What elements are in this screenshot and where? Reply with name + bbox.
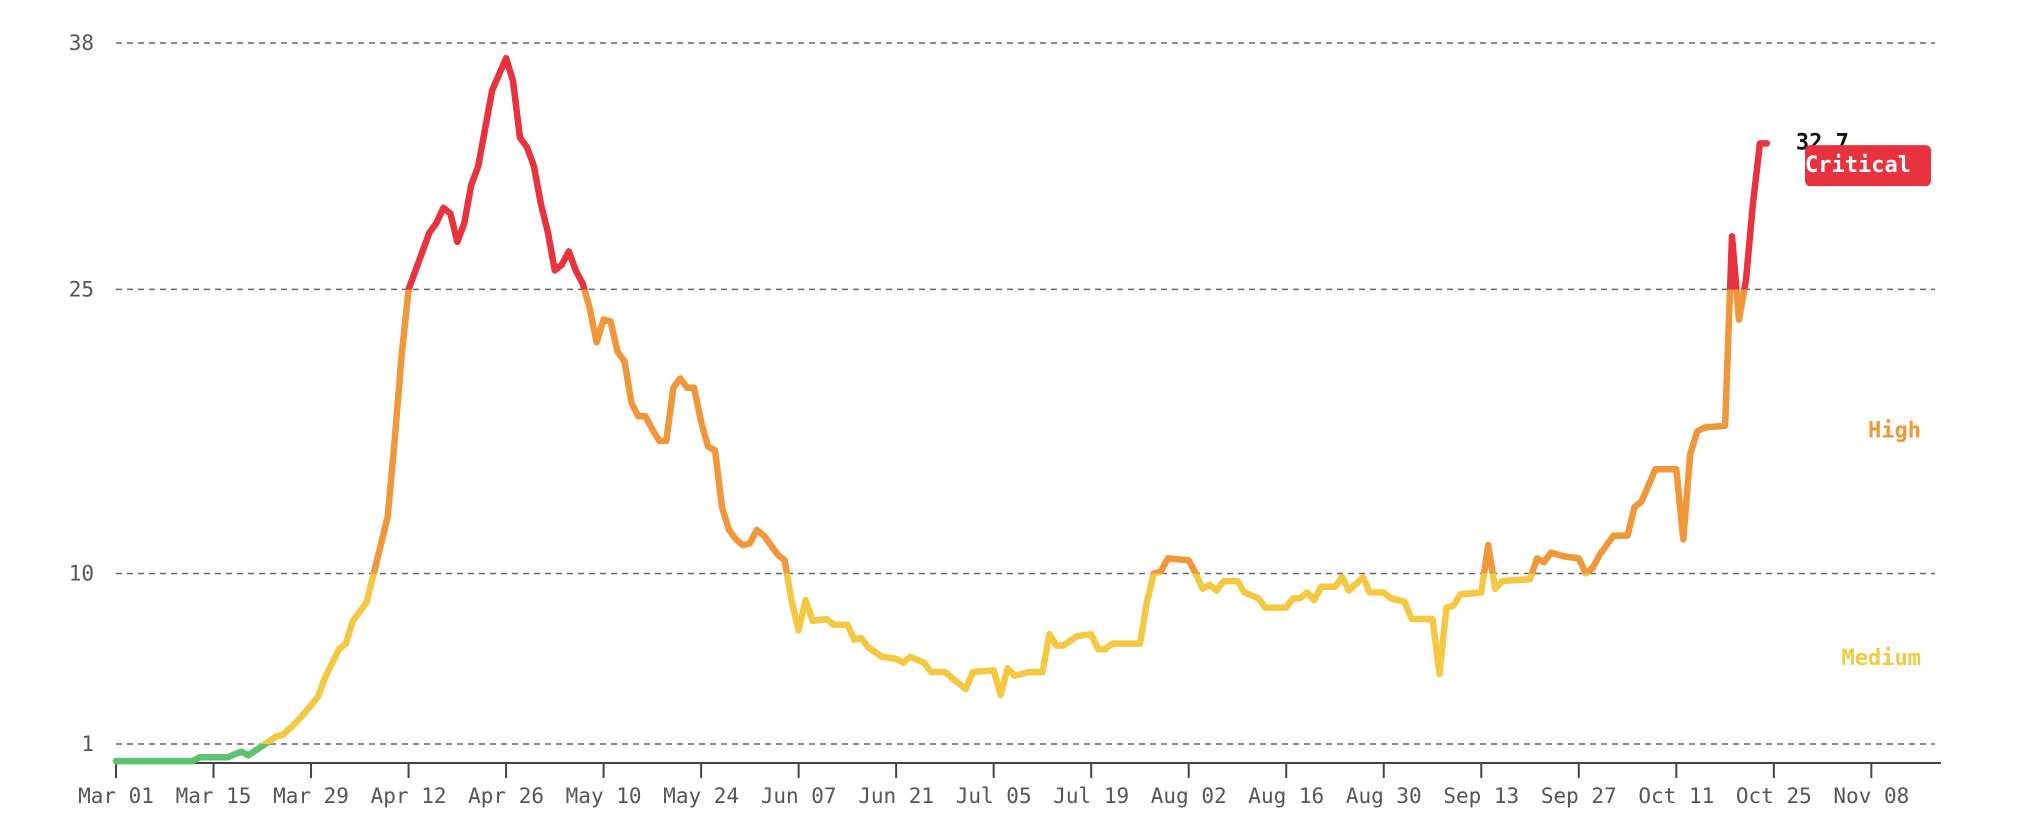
x-tick-label: Aug 16 (1248, 784, 1324, 808)
x-tick-label: Mar 29 (273, 784, 349, 808)
level-badge: Critical (1805, 145, 1931, 187)
badge-bg (1805, 145, 1931, 187)
x-tick-label: Sep 13 (1443, 784, 1519, 808)
x-tick-label: Mar 15 (176, 784, 252, 808)
x-tick-label: Sep 27 (1541, 784, 1617, 808)
level-label: Critical (1805, 153, 1911, 178)
x-tick-label: Apr 12 (371, 784, 447, 808)
level-label: Medium (1842, 646, 1921, 671)
x-tick-label: Oct 25 (1736, 784, 1812, 808)
x-tick-label: Oct 11 (1638, 784, 1714, 808)
y-tick-label: 10 (69, 562, 94, 586)
x-tick-label: Jul 19 (1053, 784, 1129, 808)
x-tick-label: May 10 (566, 784, 642, 808)
x-tick-label: Aug 30 (1346, 784, 1422, 808)
level-label: High (1868, 418, 1921, 443)
x-tick-label: May 24 (663, 784, 739, 808)
x-tick-label: Jun 21 (858, 784, 934, 808)
y-tick-label: 1 (81, 732, 94, 756)
y-tick-label: 38 (69, 31, 94, 55)
data-line (112, 54, 1771, 765)
x-tick-label: Jun 07 (761, 784, 837, 808)
y-tick-label: 25 (69, 277, 94, 301)
x-tick-label: Mar 01 (78, 784, 154, 808)
x-tick-label: Jul 05 (956, 784, 1032, 808)
x-tick-label: Aug 02 (1151, 784, 1227, 808)
x-tick-label: Apr 26 (468, 784, 544, 808)
x-tick-label: Nov 08 (1833, 784, 1909, 808)
